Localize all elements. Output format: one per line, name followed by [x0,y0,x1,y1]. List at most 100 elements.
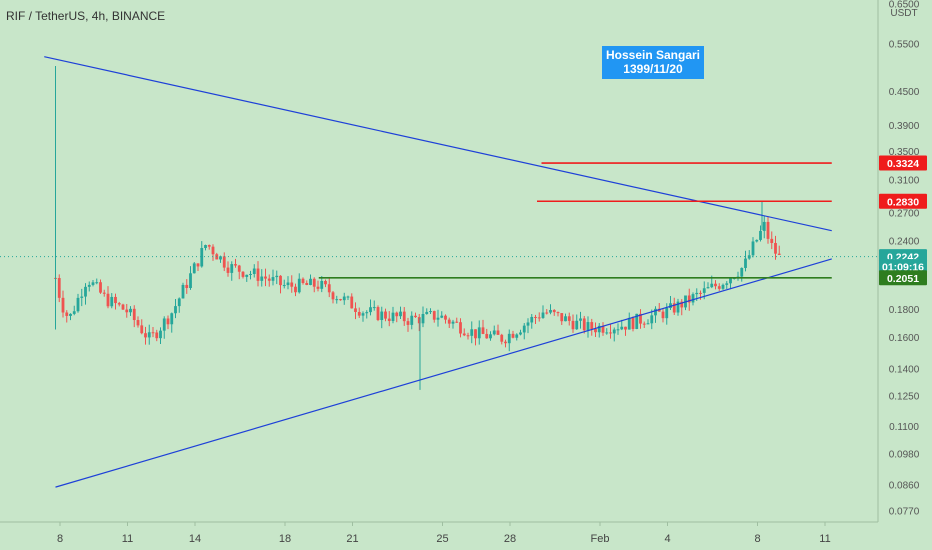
time-tick-label: 25 [436,533,448,545]
candle-body [316,286,320,289]
candle-body [369,307,372,313]
candle-body [406,321,410,325]
price-tick-label: 0.0860 [889,480,920,491]
candle-body [342,296,346,301]
candle-body [425,311,429,315]
price-tick-label: 0.2400 [889,236,920,247]
candle-body [661,311,665,319]
candle-body [87,284,91,287]
candle-body [672,303,676,313]
candle-body [459,322,462,334]
candle-body [755,239,759,242]
candle-body [605,332,609,334]
candle-body [654,308,657,316]
price-tick-label: 0.1100 [889,422,919,433]
time-tick-label: 18 [279,533,291,545]
price-axis[interactable]: 0.6500 0.5500 0.4500 0.3900 0.3500 0.3100 0.27… [889,0,920,518]
candle-body [481,327,485,334]
candle-body [586,322,590,331]
candle-body [125,309,129,313]
candle-body [650,315,654,324]
candle-body [519,332,522,335]
candle-body [545,312,549,314]
candle-body [237,265,241,272]
candle-body [282,285,286,287]
price-tick-label: 0.3100 [889,176,920,187]
candle-body [95,282,99,284]
candle-body [391,312,395,321]
candle-body [61,297,65,313]
candle-body [252,268,256,274]
time-tick-label: 8 [754,533,760,545]
candle-body [590,322,594,330]
candle-body [166,318,170,325]
candle-body [710,283,714,288]
candle-body [534,316,537,318]
candle-body [324,280,327,285]
candle-body [717,286,721,289]
candle-body [395,312,399,317]
candle-body [639,313,642,324]
time-tick-label: 11 [122,533,133,545]
symbol-title[interactable]: RIF / TetherUS, 4h, BINANCE [6,9,166,23]
lower-trendline[interactable] [55,258,832,488]
time-tick-label: 28 [504,533,516,545]
candle-body [267,278,271,281]
candle-body [571,320,575,330]
time-tick-label: 8 [57,533,63,545]
candle-body [511,333,515,338]
candle-body [305,283,309,285]
candle-body [706,287,710,289]
price-label-box [879,193,927,209]
candle-body [196,263,200,267]
candle-body [620,326,624,330]
candle-body [72,311,76,314]
price-tick-label: 0.6500 [889,0,920,11]
time-axis[interactable]: 8 11 14 18 21 25 28 Feb 4 8 11 [57,522,831,545]
price-tick-label: 0.1600 [889,333,920,344]
candle-body [676,301,680,313]
candle-body [744,258,747,268]
candle-body [144,333,147,338]
candle-body [76,297,80,312]
candle-body [256,268,260,281]
candle-body [174,306,177,314]
candle-body [331,292,335,300]
price-tick-label: 0.5500 [889,39,920,50]
candle-body [106,293,110,307]
price-axis-unit: USDT [890,8,917,19]
annotation-date: 1399/11/20 [623,62,683,76]
price-label-text: 0.2051 [887,273,919,285]
candle-body [211,246,215,255]
candle-body [129,308,132,313]
candle-body [414,315,417,318]
candle-body [260,276,264,281]
price-label-box [879,155,927,171]
candle-body [357,311,361,316]
candle-body [192,263,196,274]
candle-body [601,325,605,333]
candle-body [117,303,121,305]
candle-body [421,314,425,324]
drawings-layer[interactable] [0,56,878,488]
price-label-text: 0.2830 [887,196,919,208]
candle-body [609,332,612,334]
candle-body [346,296,350,298]
candle-body [177,298,181,307]
price-label-text: 0.3324 [887,158,919,170]
candle-body [365,312,369,314]
candle-body [91,282,95,285]
candle-body [279,275,282,286]
candle-body [777,253,781,255]
candle-body [110,296,114,307]
candle-body [740,267,744,277]
candle-body [234,264,237,266]
candle-body [489,334,492,339]
candle-body [102,292,106,294]
candle-body [612,329,616,334]
candle-body [635,313,639,329]
author-annotation: Hossein Sangari 1399/11/20 [602,46,704,79]
